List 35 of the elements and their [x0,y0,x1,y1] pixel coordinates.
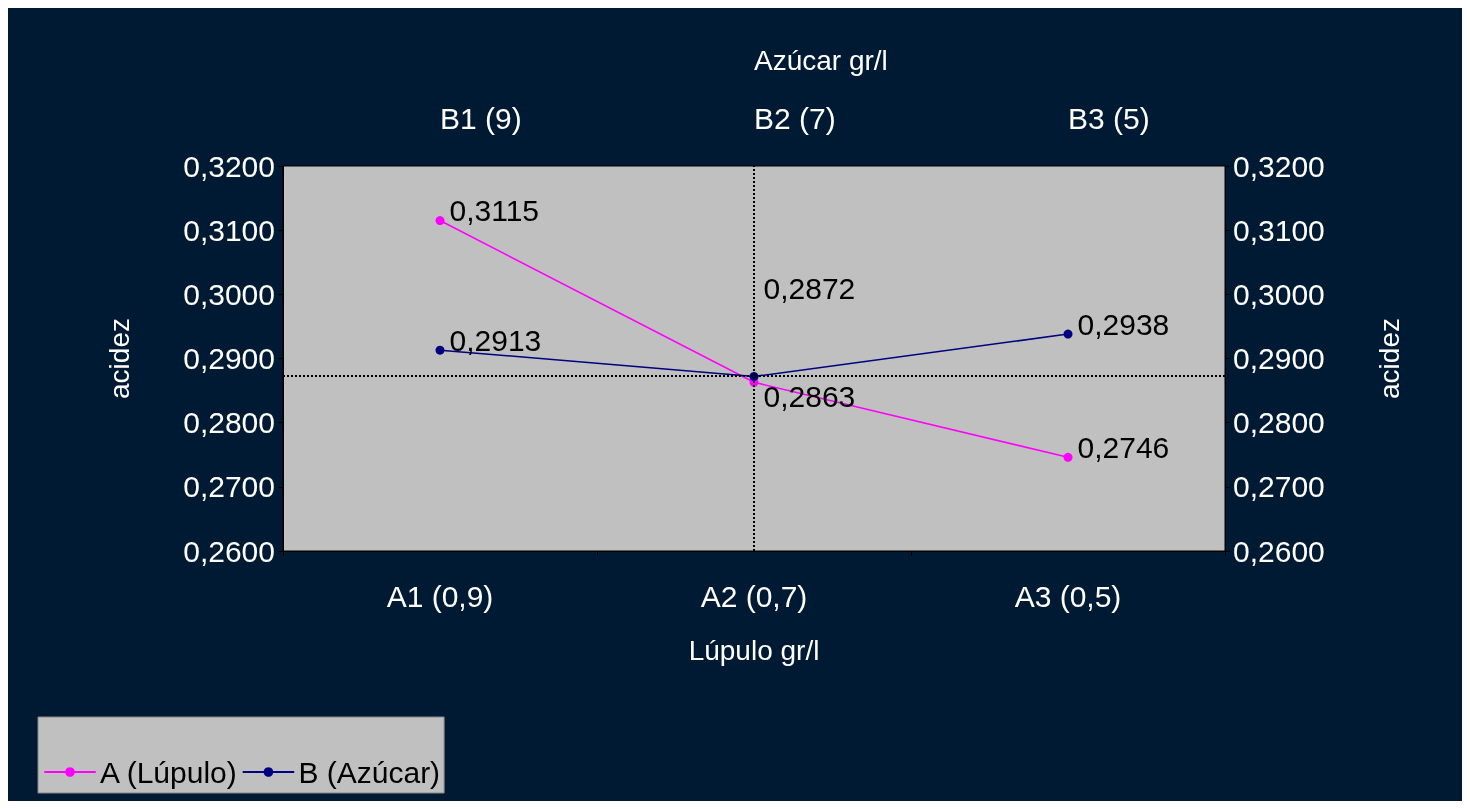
data-label: 0,2746 [1077,430,1170,464]
point [435,345,445,355]
data-label: 0,3115 [449,194,540,228]
x2-axis-title: Azúcar gr/l [754,44,888,76]
text: B1 (9) [440,101,522,135]
point [435,216,445,226]
data-label: 0,2872 [763,271,856,305]
y-tick-label: 0,3000 [183,277,275,311]
y2-tick-label: 0,2800 [1233,406,1325,440]
point [1063,329,1073,339]
y-axis-title: acidez [103,318,135,399]
y2-axis-title: acidez [1373,318,1405,399]
y2-tick-label: 0,2600 [1233,534,1325,568]
legend-label: A (Lúpulo) [100,755,237,789]
x-tick-label: A3 (0,5) [1014,579,1122,613]
x-tick-label: A2 (0,7) [700,579,808,613]
x-tick-label: A1 (0,9) [386,579,494,613]
y-tick-label: 0,3100 [183,213,275,247]
y-tick-label: 0,2800 [183,406,275,440]
legend-label: B (Azúcar) [298,755,441,789]
y-tick-label: 0,2700 [183,470,275,504]
point [1063,452,1073,462]
y2-tick-label: 0,3000 [1233,277,1325,311]
y-tick-label: 0,3200 [183,149,275,183]
data-label: 0,2938 [1077,307,1170,341]
text: B2 (7) [754,101,836,135]
y2-tick-label: 0,2700 [1233,470,1325,504]
data-label: 0,2913 [449,323,542,357]
y-tick-label: 0,2900 [183,342,275,375]
y2-tick-label: 0,2900 [1233,342,1325,375]
y2-tick-label: 0,3100 [1233,213,1325,247]
y2-tick-label: 0,3200 [1233,149,1325,183]
text: B3 (5) [1068,101,1150,135]
y-tick-label: 0,2600 [183,534,275,568]
x-axis-title: Lúpulo gr/l [688,634,820,666]
